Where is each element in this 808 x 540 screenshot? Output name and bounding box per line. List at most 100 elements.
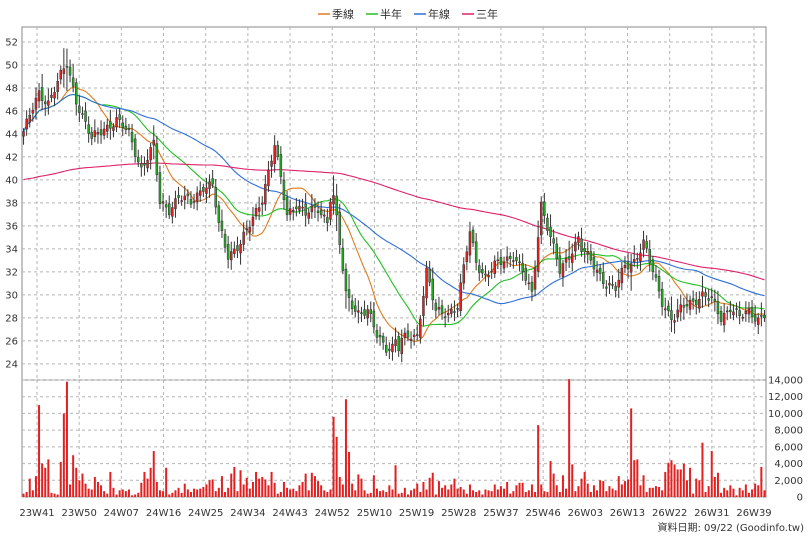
volume-bar: [34, 476, 37, 497]
volume-bar: [546, 491, 549, 497]
candle-body: [595, 269, 599, 273]
price-tick-label: 32: [5, 267, 18, 278]
candle: [75, 78, 78, 116]
candle-body: [744, 310, 748, 315]
candle-body: [682, 305, 686, 308]
candle-body: [369, 309, 372, 314]
candle-body: [65, 66, 69, 68]
volume-bar: [499, 486, 502, 497]
candle: [37, 82, 41, 109]
candle-body: [28, 114, 31, 123]
volume-bar: [217, 487, 220, 497]
candle: [248, 220, 252, 242]
candle-body: [555, 243, 558, 260]
candle: [323, 209, 326, 223]
candle: [670, 296, 673, 333]
candle-body: [577, 236, 580, 243]
candle: [71, 63, 75, 93]
volume-bar: [118, 490, 121, 497]
volume-bar: [716, 472, 719, 497]
candle-body: [158, 172, 162, 204]
volume-bar: [242, 484, 245, 497]
candle-body: [580, 238, 583, 253]
candle-body: [354, 305, 357, 312]
candle-body: [335, 195, 338, 216]
candle: [112, 123, 115, 138]
x-tick-label: 24W43: [272, 508, 307, 519]
candle: [471, 226, 475, 248]
candle-body: [667, 305, 670, 311]
x-tick-label: 26W13: [610, 508, 645, 519]
volume-bar: [698, 480, 701, 497]
volume-bar: [174, 490, 177, 497]
candle-body: [288, 208, 292, 215]
candle-body: [419, 318, 422, 338]
candle: [31, 102, 35, 122]
candle: [589, 243, 593, 265]
candle-body: [685, 303, 689, 307]
candle-body: [434, 302, 438, 311]
volume-bar: [549, 461, 552, 497]
candle: [502, 256, 506, 274]
candle-body: [524, 267, 527, 281]
candle: [298, 199, 301, 214]
candle: [707, 288, 710, 308]
candle: [484, 265, 487, 282]
candle: [90, 127, 93, 146]
volume-bar: [744, 484, 747, 497]
price-tick-label: 30: [5, 290, 18, 301]
candle: [332, 175, 335, 215]
volume-bar: [75, 467, 78, 497]
candle-body: [127, 128, 131, 130]
candle-body: [152, 139, 155, 146]
candle-body: [183, 195, 186, 201]
candle-body: [701, 291, 704, 297]
candle-body: [40, 87, 44, 101]
candle: [533, 260, 537, 297]
volume-bar: [379, 491, 382, 497]
candle: [319, 201, 323, 219]
candle: [279, 146, 283, 185]
candle-body: [617, 279, 620, 288]
candle: [515, 249, 518, 266]
candle: [453, 300, 456, 322]
volume-bar: [729, 485, 732, 497]
volume-bar: [710, 451, 713, 497]
candle: [527, 273, 531, 290]
volume-tick-label: 4,000: [774, 459, 803, 470]
candle: [385, 336, 388, 357]
volume-bar: [406, 494, 409, 497]
candle: [552, 229, 555, 255]
candle-body: [220, 220, 224, 232]
candle-body: [195, 192, 199, 202]
candle: [487, 270, 490, 286]
candle: [130, 123, 134, 151]
volume-bar: [397, 493, 400, 497]
candle-body: [431, 278, 434, 301]
candle-body: [230, 251, 233, 261]
candle: [757, 312, 760, 334]
candle-body: [564, 257, 568, 263]
volume-bar: [428, 477, 431, 497]
candle-body: [400, 337, 403, 355]
volume-bar: [419, 491, 422, 497]
volume-bar: [282, 481, 285, 497]
candle: [409, 331, 413, 349]
volume-bar: [158, 490, 161, 497]
candle-body: [567, 256, 571, 260]
candle-body: [344, 268, 348, 292]
candle: [695, 292, 698, 315]
volume-bar: [682, 463, 685, 497]
candle-body: [270, 160, 273, 167]
volume-bar: [720, 492, 723, 497]
candle: [400, 329, 403, 363]
candle-body: [465, 251, 469, 263]
volume-bar: [602, 481, 605, 497]
volume-bar: [441, 487, 444, 497]
legend-label: 季線: [332, 7, 354, 21]
volume-bar: [106, 493, 109, 497]
volume-bar: [276, 493, 279, 497]
candle-body: [47, 100, 50, 106]
volume-bar: [357, 474, 360, 497]
volume-bar: [565, 488, 568, 497]
